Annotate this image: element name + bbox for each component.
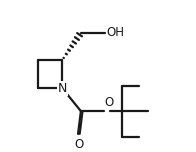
Text: O: O	[104, 96, 114, 109]
Text: O: O	[74, 138, 83, 151]
Text: OH: OH	[107, 26, 125, 39]
Text: N: N	[58, 82, 67, 95]
